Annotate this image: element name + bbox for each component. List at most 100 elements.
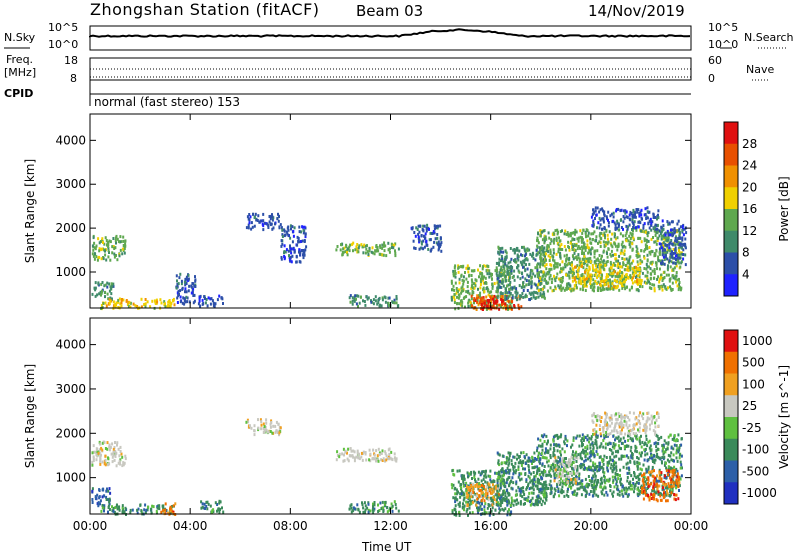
cell <box>660 435 663 439</box>
cell <box>467 500 470 504</box>
cell <box>495 272 498 276</box>
cell <box>352 455 355 459</box>
cell <box>680 246 683 250</box>
cell <box>387 248 390 252</box>
cell <box>660 472 663 476</box>
cell <box>467 475 469 479</box>
cell <box>666 250 669 254</box>
cell <box>674 246 677 250</box>
cell <box>684 246 687 250</box>
cell <box>476 299 479 303</box>
cell <box>264 428 267 432</box>
cell <box>370 299 372 303</box>
cell <box>499 499 502 503</box>
cell <box>563 482 566 486</box>
cell <box>486 299 489 302</box>
cell <box>424 236 427 240</box>
cell <box>592 446 595 450</box>
cell <box>638 254 641 258</box>
cell <box>577 236 580 240</box>
cell <box>214 302 217 306</box>
cell <box>505 481 508 485</box>
cell <box>581 433 584 437</box>
cell <box>653 283 656 287</box>
cell <box>602 286 605 290</box>
cell <box>539 276 542 280</box>
cell <box>605 260 608 264</box>
cell <box>508 274 511 278</box>
cell <box>680 437 683 441</box>
cell <box>578 264 581 268</box>
cell <box>634 446 637 450</box>
cell <box>643 255 646 259</box>
cell <box>568 248 571 252</box>
cell <box>480 275 483 279</box>
cell <box>536 265 539 269</box>
cell <box>632 223 635 227</box>
cell <box>362 450 365 454</box>
cell <box>356 503 359 507</box>
cell <box>375 449 378 453</box>
cell <box>551 254 554 258</box>
cell <box>531 291 534 295</box>
cell <box>578 475 581 479</box>
cell <box>575 479 578 483</box>
cell <box>480 299 483 303</box>
cell <box>454 264 457 268</box>
cell <box>456 469 459 473</box>
cell <box>491 487 494 491</box>
cell <box>594 468 597 472</box>
cell <box>636 465 639 469</box>
cell <box>116 507 119 511</box>
cell <box>587 457 589 461</box>
cell <box>539 259 542 263</box>
region-0-4 <box>197 294 224 308</box>
cell <box>283 244 286 248</box>
cell <box>538 250 541 254</box>
cell <box>111 284 114 288</box>
cell <box>94 246 96 250</box>
cell <box>526 267 529 271</box>
cell <box>378 451 381 455</box>
cell <box>495 261 498 265</box>
cell <box>626 268 629 272</box>
cell <box>546 289 549 293</box>
cell <box>382 457 385 461</box>
cell <box>472 291 475 294</box>
cell <box>675 235 677 239</box>
cell <box>185 290 188 294</box>
cell <box>363 243 366 247</box>
cell <box>624 273 627 277</box>
cell <box>666 245 669 249</box>
cell <box>651 489 654 493</box>
cell <box>552 288 555 292</box>
cell <box>651 269 654 273</box>
cell <box>109 491 112 495</box>
cell <box>616 272 619 276</box>
cell <box>678 448 681 452</box>
cell <box>531 466 534 470</box>
cell <box>467 493 470 497</box>
cell <box>368 448 371 452</box>
cell <box>571 480 574 484</box>
cell <box>610 262 612 266</box>
cell <box>492 498 494 502</box>
cell <box>145 508 148 512</box>
cell <box>555 236 558 240</box>
cell <box>121 298 123 301</box>
cell <box>674 251 677 255</box>
cell <box>604 263 607 267</box>
cell <box>270 222 273 226</box>
cell <box>537 444 540 448</box>
cell <box>554 287 557 291</box>
cell <box>477 477 480 481</box>
cell <box>511 487 514 491</box>
cell <box>508 493 511 497</box>
cell <box>484 502 487 506</box>
cell <box>177 282 180 286</box>
cell <box>508 471 511 475</box>
cell <box>374 299 377 303</box>
cell <box>376 302 379 306</box>
cell <box>530 275 533 279</box>
cell <box>437 248 440 252</box>
